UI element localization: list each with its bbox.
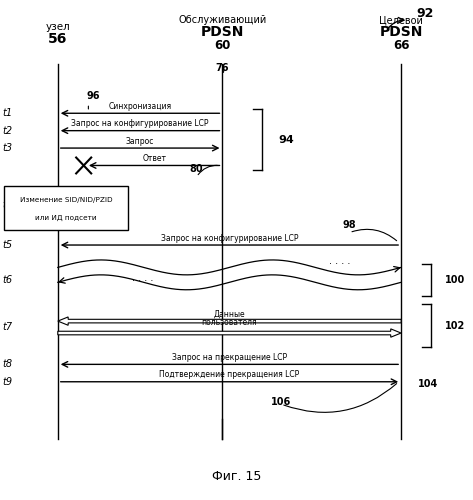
Text: или ИД подсети: или ИД подсети — [35, 215, 97, 221]
Text: Фиг. 15: Фиг. 15 — [212, 470, 261, 482]
Text: t1: t1 — [3, 108, 13, 118]
Text: Синхронизация: Синхронизация — [108, 102, 172, 111]
Text: t2: t2 — [3, 126, 13, 136]
Text: Данные: Данные — [214, 310, 245, 319]
Text: . . . .: . . . . — [329, 256, 350, 266]
Text: 106: 106 — [271, 396, 291, 406]
Text: 102: 102 — [445, 320, 465, 330]
Text: 104: 104 — [418, 379, 438, 389]
Text: t6: t6 — [3, 275, 13, 285]
Text: Запрос на конфигурирование LCP: Запрос на конфигурирование LCP — [71, 119, 209, 128]
Text: t3: t3 — [3, 143, 13, 153]
Text: 100: 100 — [445, 275, 465, 285]
Text: Целевой: Целевой — [379, 16, 423, 26]
Text: t4: t4 — [3, 200, 13, 210]
Text: t9: t9 — [3, 377, 13, 387]
Text: 94: 94 — [279, 134, 295, 144]
Text: Ответ: Ответ — [142, 154, 166, 163]
Text: Запрос на прекращение LCP: Запрос на прекращение LCP — [172, 353, 287, 362]
FancyArrow shape — [58, 329, 401, 337]
FancyBboxPatch shape — [4, 186, 128, 230]
Text: 98: 98 — [342, 220, 356, 230]
Text: Запрос: Запрос — [126, 136, 154, 145]
Text: 56: 56 — [48, 32, 68, 46]
Text: Запрос на конфигурирование LCP: Запрос на конфигурирование LCP — [161, 234, 298, 242]
Text: 96: 96 — [87, 91, 100, 101]
Text: t8: t8 — [3, 360, 13, 370]
Text: t5: t5 — [3, 240, 13, 250]
Text: PDSN: PDSN — [201, 25, 244, 39]
Text: 80: 80 — [190, 164, 203, 174]
Text: t7: t7 — [3, 322, 13, 332]
FancyArrow shape — [58, 317, 401, 326]
Text: 66: 66 — [393, 39, 409, 52]
Text: 92: 92 — [416, 7, 433, 20]
Text: Обслуживающий: Обслуживающий — [178, 16, 266, 26]
Text: . . . .: . . . . — [132, 274, 153, 283]
Text: 60: 60 — [214, 39, 230, 52]
Text: узел: узел — [45, 22, 70, 32]
Text: пользователя: пользователя — [201, 318, 257, 327]
Text: Изменение SID/NID/PZID: Изменение SID/NID/PZID — [20, 198, 113, 203]
Text: 76: 76 — [216, 64, 229, 74]
Text: PDSN: PDSN — [379, 25, 423, 39]
Text: Подтверждение прекращения LCP: Подтверждение прекращения LCP — [159, 370, 299, 380]
